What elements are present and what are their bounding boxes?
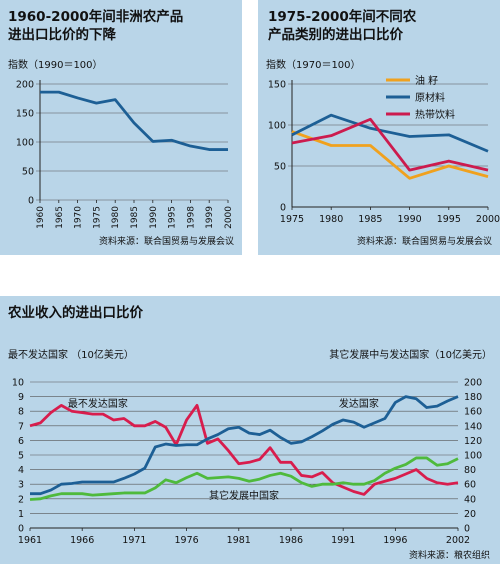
y-tick-label-right: 40 <box>464 494 476 505</box>
y-tick-label: 100 <box>268 121 286 132</box>
y-axis-right-label: 其它发展中与发达国家（10亿美元） <box>329 348 492 361</box>
y-tick-label-right: 120 <box>464 436 482 447</box>
y-axis-left-label: 最不发达国家 （10亿美元） <box>8 348 134 361</box>
x-tick-label: 1998 <box>186 206 196 229</box>
series-line <box>40 90 228 151</box>
y-tick-label-left: 9 <box>18 392 24 403</box>
series-line <box>30 395 459 496</box>
y-tick-label-left: 0 <box>18 524 24 535</box>
y-tick-label: 200 <box>16 80 34 91</box>
x-tick-label: 1966 <box>70 535 94 546</box>
chart-title-2: 1975-2000年间不同农 产品类别的进出口比价 <box>268 9 417 43</box>
x-tick-label: 1991 <box>331 535 355 546</box>
x-tick-label: 1970 <box>74 206 84 229</box>
y-tick-label-left: 8 <box>18 407 24 418</box>
x-tick-label: 1975 <box>92 206 102 229</box>
y-tick-label-left: 10 <box>12 378 24 389</box>
y-tick-label: 150 <box>16 109 34 120</box>
y-tick-label-left: 3 <box>18 480 24 491</box>
y-tick-label-right: 20 <box>464 509 476 520</box>
y-tick-label: 50 <box>22 167 34 178</box>
y-tick-label-right: 200 <box>464 378 482 389</box>
x-tick-label: 1976 <box>174 535 198 546</box>
y-tick-label-right: 80 <box>464 465 476 476</box>
x-tick-label: 1996 <box>383 535 407 546</box>
x-tick-label: 1971 <box>122 535 146 546</box>
legend-label: 热带饮料 <box>415 108 455 121</box>
annotation-other-developing: 其它发展中国家 <box>209 489 279 502</box>
y-axis-label: 指数（1970＝100） <box>266 58 361 71</box>
y-tick-label: 50 <box>274 162 286 173</box>
series-line <box>291 113 489 153</box>
chart-2-plot: 指数（1970＝100） 0 50 100 150 1975 1980 1985 1990 199… <box>266 58 500 247</box>
series-line <box>29 403 459 496</box>
series-line <box>29 456 459 501</box>
source-note: 资料来源：联合国贸易与发展会议 <box>357 235 492 247</box>
chart-3-plot: 最不发达国家 （10亿美元） 其它发展中与发达国家（10亿美元） 0 1 2 3 4 5 6 7 8… <box>8 348 492 561</box>
chart-panel-1: 1960-2000年间非洲农产品 进出口比价的下降 指数（1990＝100） 0 5… <box>0 0 242 255</box>
y-tick-label: 0 <box>28 196 34 207</box>
x-tick-label: 1981 <box>227 535 251 546</box>
x-tick-label: 1986 <box>279 535 303 546</box>
x-tick-label: 1980 <box>319 214 343 225</box>
series-line <box>291 130 489 180</box>
y-tick-label-left: 7 <box>18 421 24 432</box>
x-tick-label: 2000 <box>476 214 500 225</box>
source-note: 资料来源：联合国贸易与发展会议 <box>99 235 234 247</box>
y-axis-label: 指数（1990＝100） <box>8 58 103 71</box>
series-line <box>291 117 489 172</box>
x-tick-label: 1995 <box>437 214 461 225</box>
y-tick-label-right: 0 <box>464 524 470 535</box>
x-tick-label: 1985 <box>130 206 140 229</box>
y-tick-label: 100 <box>16 138 34 149</box>
y-tick-label-left: 5 <box>18 451 24 462</box>
y-tick-label: 150 <box>268 80 286 91</box>
x-tick-label: 1965 <box>55 206 65 229</box>
x-tick-label: 1980 <box>111 206 121 229</box>
x-tick-label: 1975 <box>280 214 304 225</box>
chart-panel-3: 农业收入的进出口比价 最不发达国家 （10亿美元） 其它发展中与发达国家（10亿美… <box>0 296 500 564</box>
source-note: 资料来源：粮农组织 <box>409 549 490 561</box>
legend-label: 原材料 <box>415 91 445 104</box>
x-tick-label: 2002 <box>446 535 470 546</box>
y-tick-label-right: 60 <box>464 480 476 491</box>
y-tick-label-right: 180 <box>464 392 482 403</box>
x-tick-label: 1961 <box>18 535 42 546</box>
y-tick-label-left: 6 <box>18 436 24 447</box>
legend-label: 油 籽 <box>415 74 438 87</box>
x-tick-label: 2000 <box>224 206 234 229</box>
annotation-developed: 发达国家 <box>339 397 379 410</box>
chart-title-1: 1960-2000年间非洲农产品 进出口比价的下降 <box>8 9 184 43</box>
y-tick-label-left: 1 <box>18 509 24 520</box>
chart-title-3: 农业收入的进出口比价 <box>8 305 143 321</box>
chart-panel-2: 1975-2000年间不同农 产品类别的进出口比价 指数（1970＝100） 0 5… <box>258 0 500 255</box>
y-tick-label-right: 100 <box>464 451 482 462</box>
x-tick-label: 1990 <box>398 214 422 225</box>
y-tick-label: 0 <box>280 203 286 214</box>
y-tick-label-left: 4 <box>18 465 24 476</box>
chart-1-plot: 指数（1990＝100） 0 50 100 150 200 1960 1965 1970 1975… <box>8 58 234 247</box>
x-tick-label: 1990 <box>149 206 159 229</box>
x-tick-label: 1995 <box>168 206 178 229</box>
x-tick-label: 1960 <box>36 206 46 229</box>
y-tick-label-right: 160 <box>464 407 482 418</box>
y-tick-label-left: 2 <box>18 494 24 505</box>
x-tick-label: 1985 <box>358 214 382 225</box>
x-tick-label: 1999 <box>205 206 215 229</box>
annotation-least-developed: 最不发达国家 <box>68 397 128 410</box>
y-tick-label-right: 140 <box>464 421 482 432</box>
